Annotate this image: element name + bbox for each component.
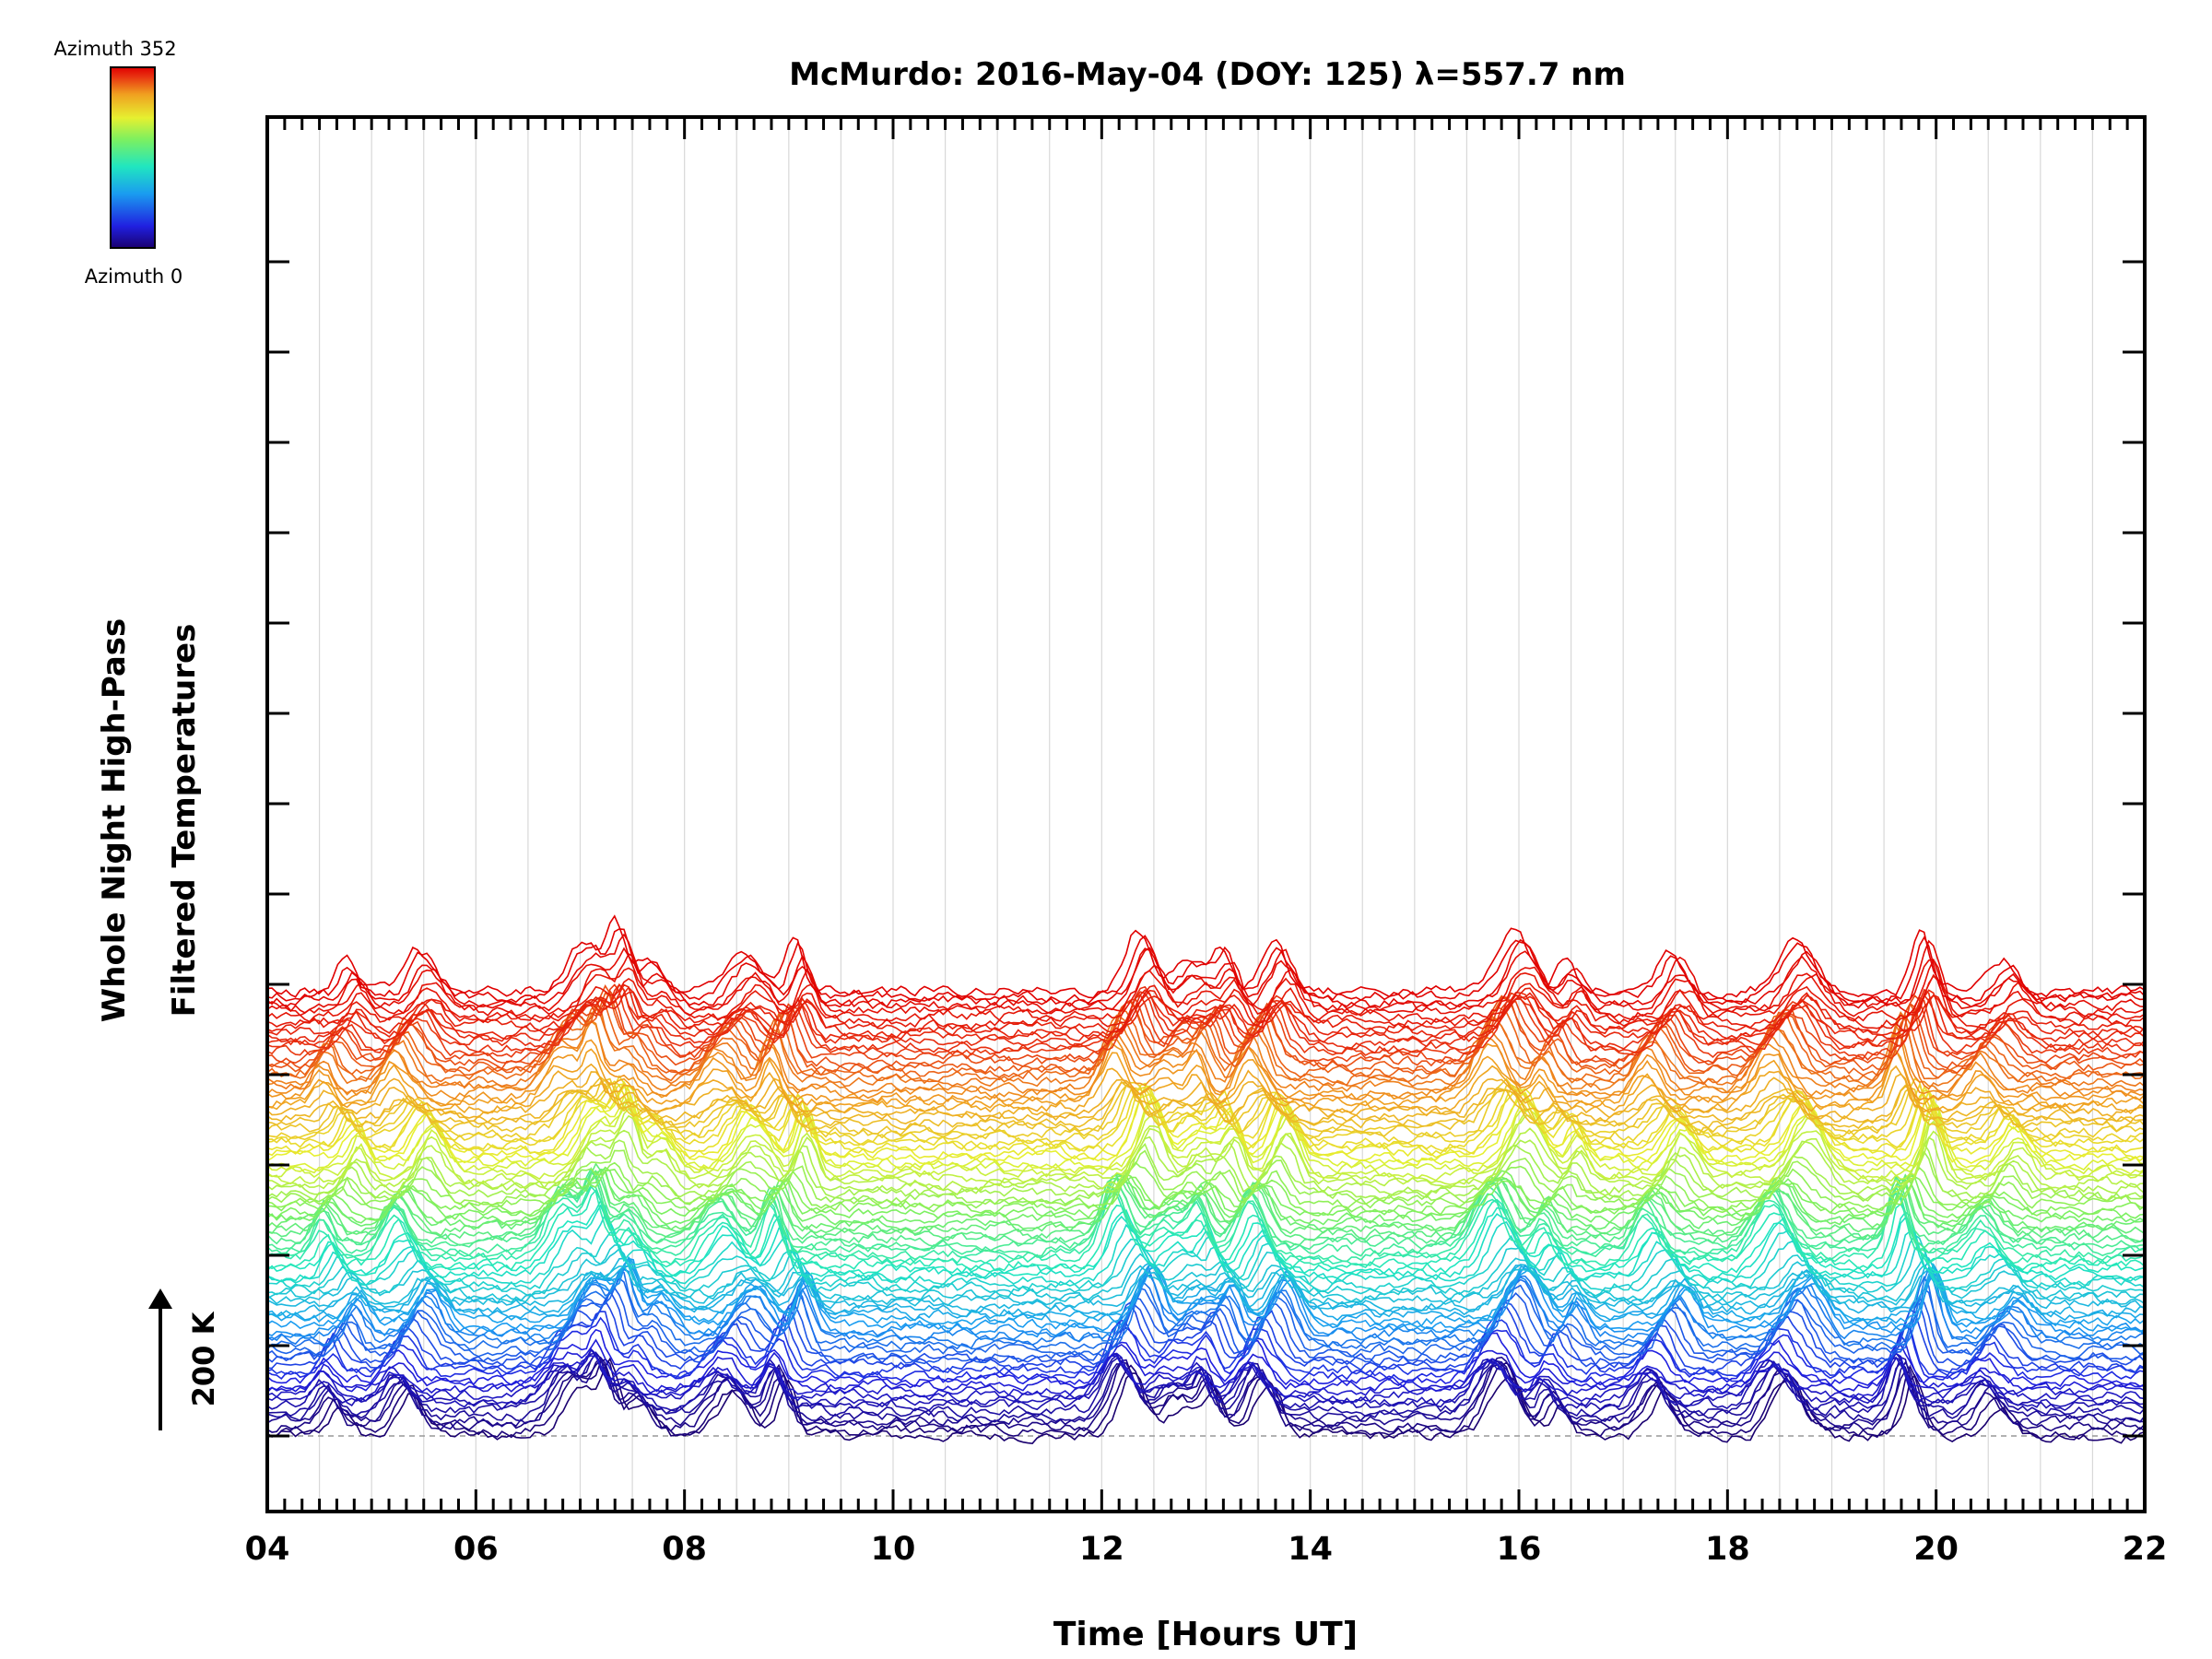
series-line-azimuth-124 bbox=[267, 1212, 2145, 1287]
series-line-azimuth-196 bbox=[267, 1129, 2145, 1196]
x-tick-label: 20 bbox=[1913, 1531, 1959, 1568]
x-tick-label: 12 bbox=[1079, 1531, 1124, 1568]
series-line-azimuth-336 bbox=[267, 952, 2145, 1021]
series-line-azimuth-108 bbox=[267, 1264, 2145, 1307]
x-tick-label: 04 bbox=[245, 1531, 290, 1568]
series-line-azimuth-260 bbox=[267, 1063, 2145, 1114]
series-line-azimuth-232 bbox=[267, 1075, 2145, 1153]
series-line-azimuth-144 bbox=[267, 1183, 2145, 1263]
series-line-azimuth-60 bbox=[267, 1288, 2145, 1368]
series-line-azimuth-68 bbox=[267, 1277, 2145, 1359]
series-line-azimuth-228 bbox=[267, 1082, 2145, 1157]
series-line-azimuth-220 bbox=[267, 1086, 2145, 1166]
series-line-azimuth-256 bbox=[267, 1071, 2145, 1120]
series-line-azimuth-64 bbox=[267, 1287, 2145, 1365]
y-axis-label-line1: Whole Night High-Pass bbox=[96, 618, 133, 1023]
series-line-azimuth-52 bbox=[267, 1311, 2145, 1379]
series-line-azimuth-184 bbox=[267, 1161, 2145, 1214]
x-tick-label: 10 bbox=[871, 1531, 916, 1568]
series-line-azimuth-216 bbox=[267, 1084, 2145, 1171]
series-line-azimuth-112 bbox=[267, 1247, 2145, 1303]
series-line-azimuth-200 bbox=[267, 1114, 2145, 1192]
series-line-azimuth-28 bbox=[267, 1347, 2145, 1408]
series-line-azimuth-268 bbox=[267, 1039, 2145, 1106]
series-line-azimuth-80 bbox=[267, 1266, 2145, 1342]
x-tick-label: 18 bbox=[1705, 1531, 1750, 1568]
series-line-azimuth-340 bbox=[267, 947, 2145, 1015]
scale-bar-arrowhead bbox=[148, 1288, 172, 1309]
x-tick-labels: 04 06 08 10 12 14 16 18 20 22 bbox=[245, 1531, 2168, 1568]
series-line-azimuth-236 bbox=[267, 1080, 2145, 1147]
series-line-azimuth-20 bbox=[267, 1351, 2145, 1418]
series-line-azimuth-164 bbox=[267, 1162, 2145, 1238]
x-tick-label: 14 bbox=[1288, 1531, 1333, 1568]
series-line-azimuth-48 bbox=[267, 1316, 2145, 1383]
y-axis-label-line2: Filtered Temperatures bbox=[166, 624, 203, 1018]
series-line-azimuth-324 bbox=[267, 987, 2145, 1035]
series-line-azimuth-44 bbox=[267, 1328, 2145, 1388]
series-line-azimuth-212 bbox=[267, 1097, 2145, 1175]
series-line-azimuth-328 bbox=[267, 974, 2145, 1030]
tick-layer bbox=[265, 117, 2147, 1512]
series-line-azimuth-140 bbox=[267, 1185, 2145, 1266]
series-line-azimuth-204 bbox=[267, 1107, 2145, 1187]
series-line-azimuth-120 bbox=[267, 1231, 2145, 1293]
series-line-azimuth-180 bbox=[267, 1169, 2145, 1217]
series-line-azimuth-168 bbox=[267, 1168, 2145, 1232]
chart-title: McMurdo: 2016-May-04 (DOY: 125) λ=557.7 … bbox=[789, 56, 1626, 93]
x-tick-label: 22 bbox=[2123, 1531, 2168, 1568]
series-line-azimuth-248 bbox=[267, 1076, 2145, 1131]
series-line-azimuth-176 bbox=[267, 1166, 2145, 1221]
x-tick-label: 08 bbox=[662, 1531, 707, 1568]
x-tick-label: 06 bbox=[453, 1531, 499, 1568]
series-line-azimuth-276 bbox=[267, 1019, 2145, 1095]
y-axis-label: Whole Night High-Pass Filtered Temperatu… bbox=[96, 618, 203, 1023]
series-line-azimuth-116 bbox=[267, 1241, 2145, 1298]
series-line-azimuth-352 bbox=[267, 914, 2145, 1000]
series-line-azimuth-148 bbox=[267, 1170, 2145, 1258]
series-line-azimuth-92 bbox=[267, 1257, 2145, 1328]
colorbar-top-label: Azimuth 352 bbox=[53, 38, 176, 60]
series-line-azimuth-272 bbox=[267, 1019, 2145, 1101]
series-line-azimuth-284 bbox=[267, 1005, 2145, 1087]
series-line-azimuth-252 bbox=[267, 1081, 2145, 1125]
series-layer bbox=[267, 914, 2145, 1445]
colorbar: Azimuth 352 Azimuth 0 bbox=[53, 38, 182, 288]
series-line-azimuth-188 bbox=[267, 1149, 2145, 1206]
series-line-azimuth-56 bbox=[267, 1299, 2145, 1374]
scale-bar: 200 K bbox=[148, 1288, 221, 1430]
series-line-azimuth-40 bbox=[267, 1338, 2145, 1394]
series-line-azimuth-344 bbox=[267, 933, 2145, 1010]
colorbar-gradient bbox=[110, 66, 156, 249]
series-line-azimuth-224 bbox=[267, 1080, 2145, 1161]
colorbar-bottom-label: Azimuth 0 bbox=[85, 265, 183, 288]
x-axis-label: Time [Hours UT] bbox=[1053, 1616, 1358, 1653]
scale-bar-label: 200 K bbox=[186, 1311, 221, 1406]
series-line-azimuth-280 bbox=[267, 1006, 2145, 1090]
x-tick-label: 16 bbox=[1497, 1531, 1542, 1568]
series-line-azimuth-0 bbox=[267, 1357, 2145, 1445]
